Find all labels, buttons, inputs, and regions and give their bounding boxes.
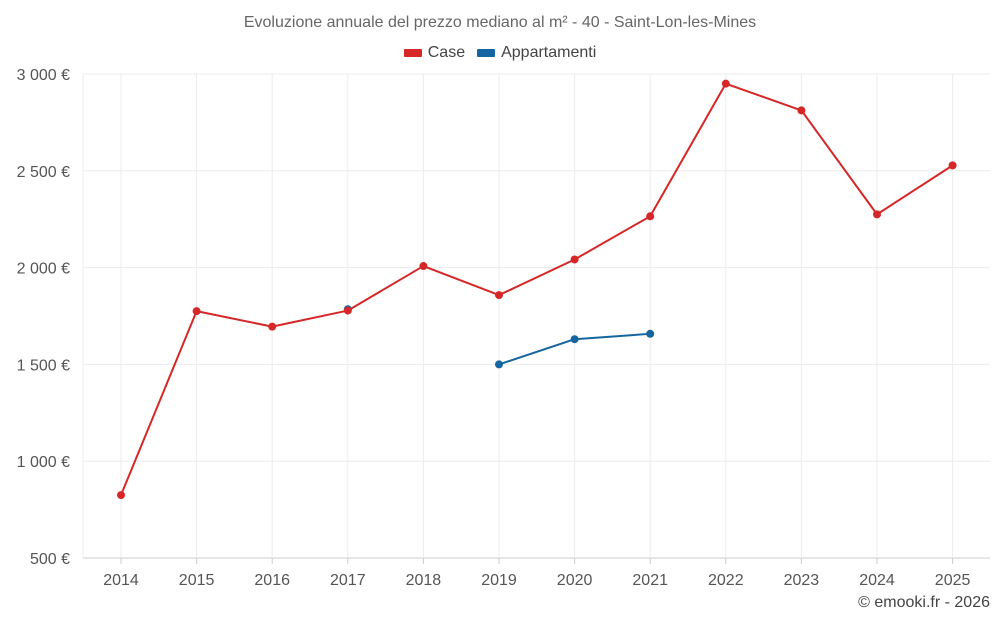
x-tick-label: 2023 <box>784 572 820 589</box>
x-tick-label: 2017 <box>330 572 366 589</box>
y-tick-label: 3 000 € <box>17 67 70 84</box>
data-point-case[interactable] <box>646 212 655 221</box>
y-tick-label: 500 € <box>30 551 70 568</box>
x-tick-label: 2014 <box>103 572 139 589</box>
data-point-appartamenti[interactable] <box>570 335 579 344</box>
y-tick-label: 2 000 € <box>17 261 70 278</box>
x-tick-label: 2016 <box>254 572 290 589</box>
legend-label-case: Case <box>427 44 466 61</box>
grid-lines <box>83 73 990 559</box>
axes: 500 € 1 000 € 1 500 € 2 000 € 2 500 € 3 000 €… <box>17 67 971 589</box>
data-point-case[interactable] <box>873 210 881 219</box>
data-point-appartamenti[interactable] <box>495 360 503 369</box>
data-point-case[interactable] <box>192 307 201 316</box>
legend-item-case[interactable]: Case <box>403 44 466 62</box>
series-points <box>117 79 957 500</box>
data-point-case[interactable] <box>570 255 579 264</box>
y-tick-label: 1 500 € <box>17 357 70 374</box>
credit-text: © emooki.fr - 2026 <box>858 594 990 611</box>
chart-title: Evoluzione annuale del prezzo mediano al… <box>243 14 757 31</box>
data-point-case[interactable] <box>495 291 503 300</box>
x-tick-label: 2025 <box>935 572 971 589</box>
legend-label-appartamenti: Appartamenti <box>501 44 597 61</box>
y-tick-label: 1 000 € <box>17 454 70 471</box>
legend-swatch-case <box>403 49 422 57</box>
x-tick-label: 2022 <box>708 572 744 589</box>
x-tick-label: 2024 <box>859 572 895 589</box>
y-tick-label: 2 500 € <box>17 164 70 181</box>
legend-item-appartamenti[interactable]: Appartamenti <box>477 44 596 62</box>
legend: Case Appartamenti <box>0 44 1000 62</box>
data-point-case[interactable] <box>343 306 352 315</box>
data-point-case[interactable] <box>948 161 957 170</box>
x-tick-label: 2015 <box>179 572 215 589</box>
legend-swatch-appartamenti <box>477 49 496 57</box>
data-point-case[interactable] <box>117 491 125 500</box>
series-lines <box>120 82 954 496</box>
data-point-case[interactable] <box>268 322 277 331</box>
x-tick-label: 2021 <box>632 572 668 589</box>
data-point-case[interactable] <box>419 262 428 271</box>
data-point-case[interactable] <box>721 79 730 88</box>
series-line-case <box>120 82 954 496</box>
x-tick-label: 2018 <box>406 572 442 589</box>
data-point-appartamenti[interactable] <box>646 329 655 338</box>
data-point-case[interactable] <box>797 106 806 115</box>
x-tick-label: 2020 <box>557 572 593 589</box>
x-tick-label: 2019 <box>481 572 517 589</box>
